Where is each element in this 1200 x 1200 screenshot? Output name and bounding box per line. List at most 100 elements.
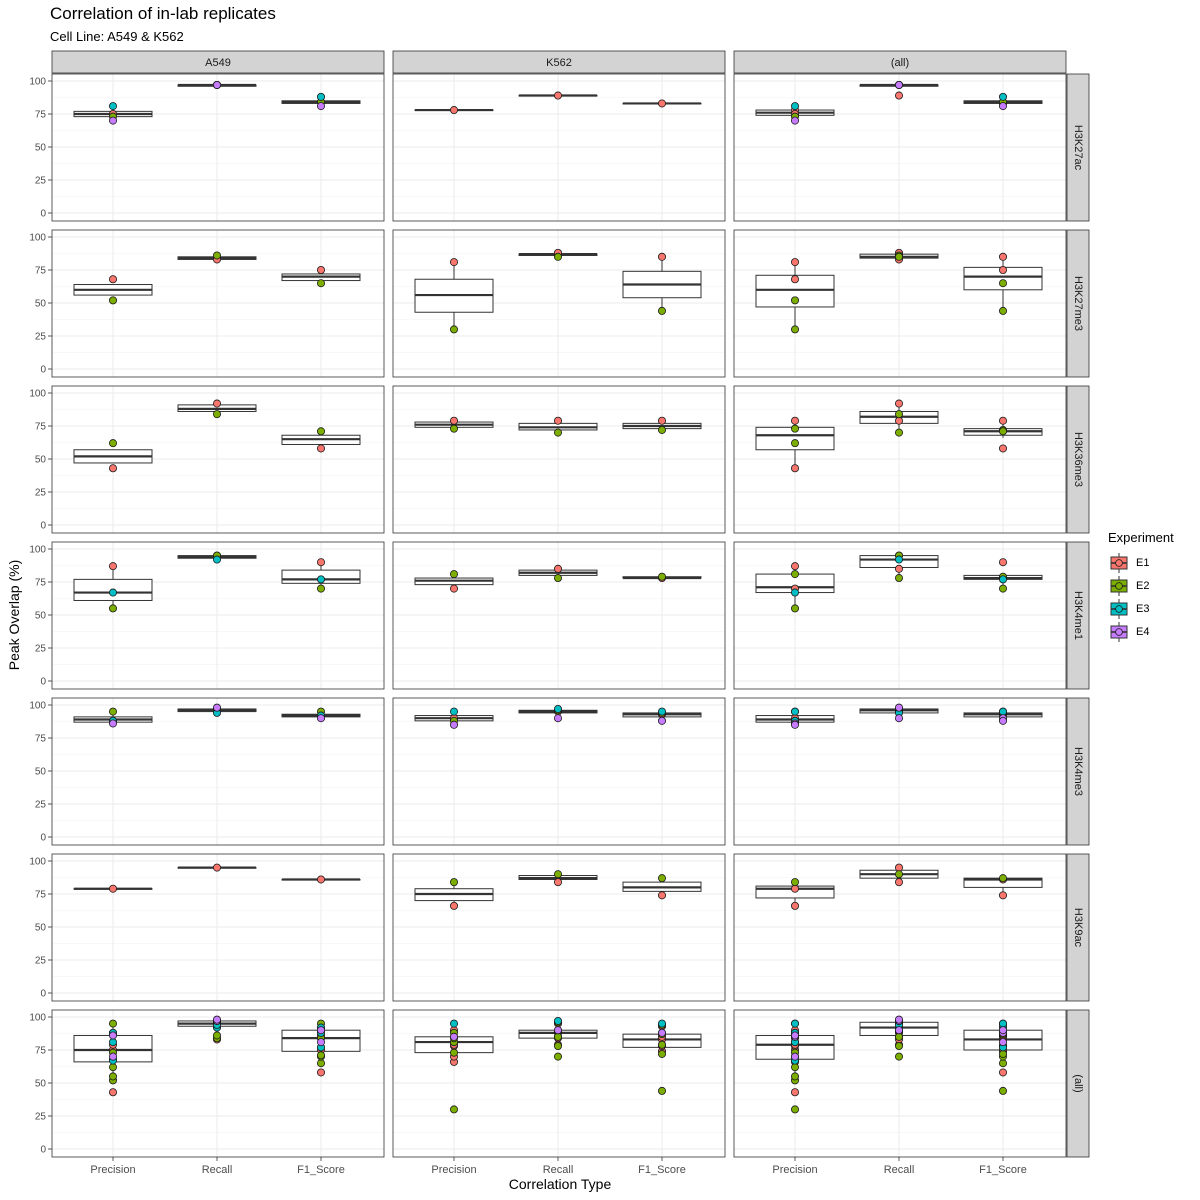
data-point (658, 1049, 667, 1058)
data-point (791, 1031, 800, 1040)
data-point (316, 444, 325, 453)
legend-label: E3 (1136, 602, 1150, 615)
data-point (791, 424, 800, 433)
data-point (999, 1019, 1008, 1028)
panel-border (733, 541, 1067, 690)
data-point (316, 279, 325, 288)
data-point (212, 410, 221, 419)
data-point (554, 252, 563, 261)
data-point (554, 91, 563, 100)
facet-panel (392, 385, 726, 534)
data-point (658, 1019, 667, 1028)
data-point (791, 439, 800, 448)
legend-label: E1 (1136, 556, 1150, 569)
box (518, 870, 598, 887)
box (518, 1016, 598, 1061)
data-point (554, 574, 563, 583)
x-axis-label: Correlation Type (508, 1176, 612, 1192)
data-point (791, 588, 800, 597)
data-point (999, 1068, 1008, 1077)
legend-item: E1 (1108, 551, 1174, 574)
y-tick-label: 25 (35, 332, 47, 343)
data-point (449, 570, 458, 579)
y-tick-label: 100 (29, 233, 46, 244)
data-point (109, 1063, 118, 1072)
data-point (316, 584, 325, 593)
y-tick-label: 75 (35, 734, 47, 745)
data-point (999, 1049, 1008, 1058)
panel-border (392, 541, 726, 690)
panel-border (51, 1009, 385, 1158)
box (755, 707, 835, 729)
data-point (791, 1105, 800, 1114)
data-point (554, 704, 563, 713)
box (281, 558, 361, 593)
chart-title: Correlation of in-lab replicates (50, 4, 276, 23)
facet-panel (51, 385, 385, 534)
panel-border (733, 697, 1067, 846)
box (73, 707, 153, 728)
data-point (895, 878, 904, 887)
y-tick-label: 25 (35, 956, 47, 967)
data-point (999, 427, 1008, 436)
row-strip (1066, 1009, 1090, 1158)
y-tick-label: 100 (29, 77, 46, 88)
legend-point (1115, 627, 1123, 636)
data-point (999, 1086, 1008, 1095)
box (281, 427, 361, 453)
legend-items: E1 E2 E3 E4 (1108, 551, 1174, 643)
y-tick-label: 100 (29, 545, 46, 556)
column-strip-label: (all) (891, 57, 909, 69)
data-point (109, 116, 118, 125)
box (755, 416, 835, 473)
data-point (449, 258, 458, 267)
y-axis-label: Peak Overlap (%) (6, 559, 22, 671)
y-tick-label: 25 (35, 176, 47, 187)
box (414, 878, 494, 910)
data-point (109, 588, 118, 597)
legend-item: E4 (1108, 620, 1174, 643)
data-point (554, 878, 563, 887)
data-point (895, 410, 904, 419)
data-point (109, 275, 118, 284)
data-point (109, 1031, 118, 1040)
data-point (791, 878, 800, 887)
panel-border (51, 385, 385, 534)
box (518, 564, 598, 583)
panel-border (51, 541, 385, 690)
box (963, 416, 1043, 453)
facet-panel (733, 697, 1067, 846)
box (622, 707, 702, 725)
box (963, 252, 1043, 315)
data-point (895, 564, 904, 573)
panel-border (733, 229, 1067, 378)
box (755, 878, 835, 910)
y-tick-label: 50 (35, 767, 47, 778)
y-tick-label: 50 (35, 455, 47, 466)
box (281, 92, 361, 111)
data-point (212, 703, 221, 712)
box (755, 258, 835, 334)
data-point (999, 1026, 1008, 1035)
data-point (895, 91, 904, 100)
legend-label: E2 (1136, 579, 1150, 592)
data-point (791, 1088, 800, 1097)
data-point (895, 1032, 904, 1041)
data-point (999, 102, 1008, 111)
row-strip-label: H3K27ac (1072, 125, 1084, 171)
panel-border (392, 853, 726, 1002)
legend-label: E4 (1136, 625, 1150, 638)
data-point (999, 1059, 1008, 1068)
y-tick-label: 0 (40, 1145, 46, 1156)
box (414, 570, 494, 593)
data-point (999, 558, 1008, 567)
data-point (109, 707, 118, 716)
legend-item: E2 (1108, 574, 1174, 597)
data-point (895, 555, 904, 564)
data-point (449, 707, 458, 716)
facet-panel (51, 1009, 385, 1158)
box (518, 416, 598, 437)
legend-key (1110, 621, 1128, 642)
box (622, 99, 702, 108)
column-strip-label: A549 (205, 57, 231, 69)
